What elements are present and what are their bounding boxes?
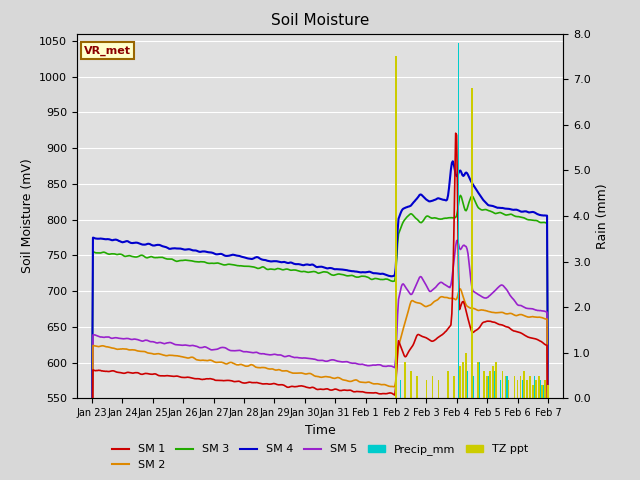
Bar xyxy=(410,371,412,398)
Y-axis label: Soil Moisture (mV): Soil Moisture (mV) xyxy=(20,158,33,274)
Bar xyxy=(538,375,540,398)
Bar xyxy=(529,375,531,398)
Bar xyxy=(532,384,534,398)
Bar xyxy=(486,375,488,398)
Bar xyxy=(465,353,467,398)
Bar xyxy=(458,43,459,398)
Bar xyxy=(488,375,490,398)
Bar xyxy=(417,375,418,398)
Bar xyxy=(516,380,518,398)
Bar xyxy=(473,375,474,398)
Legend: SM 1, SM 2, SM 3, SM 4, SM 5, Precip_mm, TZ ppt: SM 1, SM 2, SM 3, SM 4, SM 5, Precip_mm,… xyxy=(108,440,532,474)
Bar xyxy=(400,380,401,398)
Bar xyxy=(504,375,506,398)
Bar xyxy=(534,375,535,398)
X-axis label: Time: Time xyxy=(305,424,335,437)
Bar xyxy=(535,380,537,398)
Bar xyxy=(490,371,491,398)
Bar xyxy=(495,362,497,398)
Bar xyxy=(544,380,546,398)
Text: VR_met: VR_met xyxy=(84,46,131,56)
Bar xyxy=(526,380,527,398)
Bar xyxy=(471,88,473,398)
Bar xyxy=(522,380,523,398)
Bar xyxy=(431,375,433,398)
Bar xyxy=(523,371,525,398)
Bar xyxy=(494,371,495,398)
Bar xyxy=(508,380,509,398)
Bar xyxy=(543,384,544,398)
Bar xyxy=(540,380,541,398)
Bar xyxy=(462,362,464,398)
Bar xyxy=(483,371,485,398)
Bar xyxy=(506,375,508,398)
Bar xyxy=(520,375,522,398)
Bar xyxy=(459,367,461,398)
Bar xyxy=(477,362,479,398)
Bar xyxy=(492,367,494,398)
Bar xyxy=(453,375,454,398)
Bar xyxy=(514,375,515,398)
Bar xyxy=(467,371,468,398)
Bar xyxy=(447,371,449,398)
Bar xyxy=(547,384,549,398)
Y-axis label: Rain (mm): Rain (mm) xyxy=(596,183,609,249)
Bar xyxy=(404,362,406,398)
Bar xyxy=(500,380,502,398)
Bar xyxy=(479,362,480,398)
Bar xyxy=(502,371,503,398)
Bar xyxy=(438,380,440,398)
Title: Soil Moisture: Soil Moisture xyxy=(271,13,369,28)
Bar xyxy=(395,56,397,398)
Bar xyxy=(426,380,428,398)
Bar xyxy=(541,384,543,398)
